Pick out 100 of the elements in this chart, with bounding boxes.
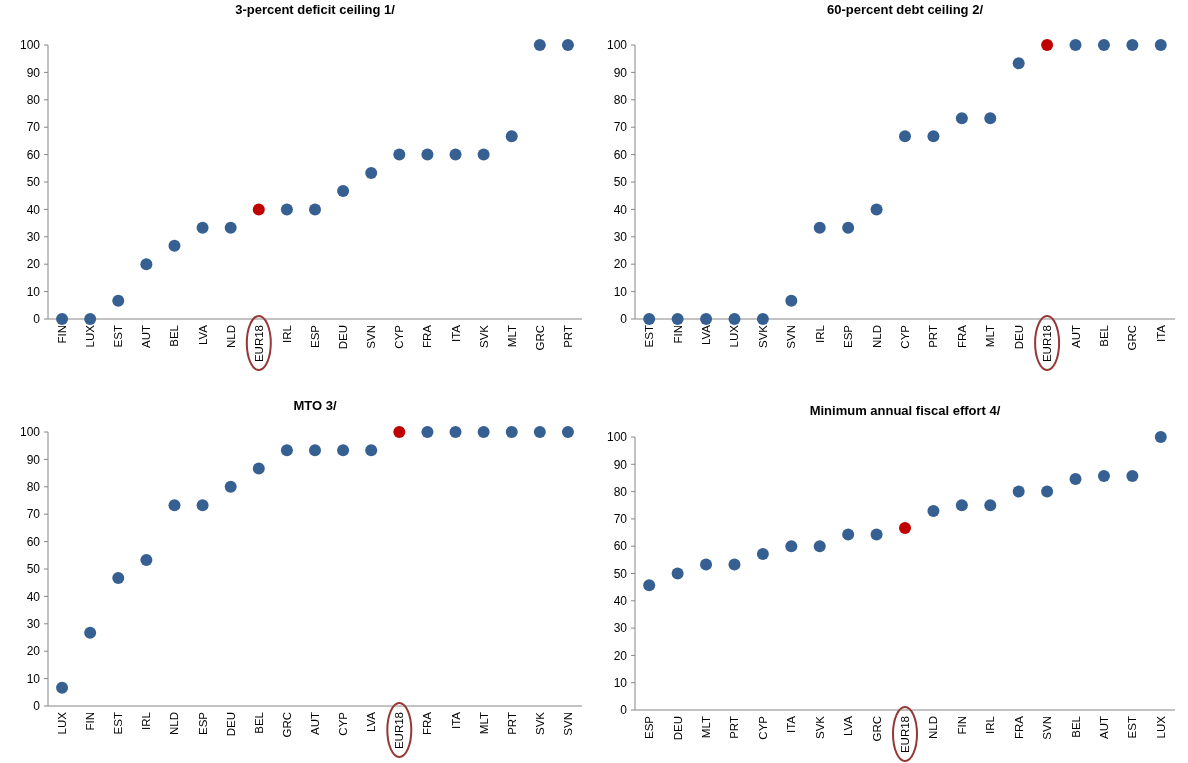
point: [756, 548, 769, 561]
x-tick-label: FIN: [955, 716, 968, 735]
y-tick-label: 20: [26, 257, 41, 272]
x-tick-label: SVN: [785, 325, 798, 349]
point: [196, 221, 209, 234]
point: [449, 148, 462, 161]
x-tick-label: FRA: [421, 711, 434, 735]
x-tick-label: NLD: [224, 325, 237, 349]
x-tick-label: AUT: [1097, 716, 1110, 739]
x-tick-label: GRC: [1126, 325, 1139, 351]
y-tick-label: 70: [613, 120, 628, 135]
y-tick-label: 60: [26, 534, 41, 549]
y-tick-label: 80: [26, 480, 41, 494]
point: [671, 313, 684, 325]
y-tick-label: 90: [26, 65, 41, 80]
x-tick-label: SVK: [477, 324, 490, 349]
x-tick-label: CYP: [393, 324, 406, 349]
y-tick-label: 70: [26, 120, 41, 135]
point: [533, 426, 546, 438]
y-tick-label: 0: [33, 699, 41, 714]
x-tick-label: ESP: [196, 711, 209, 736]
x-tick-label: EUR18: [252, 325, 265, 363]
x-tick-label: SVN: [1041, 716, 1054, 740]
x-tick-label: IRL: [280, 324, 293, 343]
point: [728, 558, 741, 571]
x-tick-label: PRT: [505, 712, 518, 735]
point: [1069, 39, 1082, 51]
y-tick-label: 90: [613, 457, 628, 472]
x-tick-label: IRL: [140, 711, 153, 730]
x-tick-label: EST: [1126, 716, 1139, 739]
point: [955, 499, 968, 512]
point: [643, 579, 656, 592]
point: [365, 166, 378, 179]
point: [505, 426, 518, 438]
point: [112, 294, 125, 307]
x-tick-label: SVK: [813, 715, 826, 740]
point: [927, 504, 940, 517]
x-tick-label: MLT: [700, 716, 713, 739]
point: [56, 681, 69, 694]
point: [842, 221, 855, 234]
point: [1069, 473, 1082, 486]
y-tick-label: 30: [26, 617, 41, 631]
y-tick-label: 100: [606, 38, 628, 53]
x-tick-label: MLT: [477, 712, 490, 735]
point: [1041, 39, 1054, 51]
point: [196, 499, 209, 512]
x-tick-label: AUT: [309, 712, 321, 735]
point: [337, 444, 350, 457]
point: [140, 258, 153, 271]
point: [84, 626, 97, 639]
x-tick-label: BEL: [1097, 324, 1110, 347]
point: [421, 148, 434, 161]
point: [1126, 470, 1139, 483]
x-tick-label: IRL: [813, 324, 826, 343]
x-tick-label: LUX: [84, 324, 97, 348]
y-tick-label: 90: [613, 65, 628, 80]
y-tick-label: 80: [613, 484, 628, 499]
y-tick-label: 10: [26, 671, 41, 686]
point: [224, 480, 237, 493]
x-tick-label: PRT: [927, 325, 940, 348]
x-tick-label: CYP: [899, 324, 911, 349]
y-tick-label: 30: [26, 230, 41, 244]
y-tick-label: 70: [613, 512, 628, 527]
point: [365, 444, 378, 457]
x-tick-label: AUT: [1069, 325, 1082, 348]
point: [1012, 57, 1025, 70]
y-tick-label: 70: [26, 507, 41, 522]
x-tick-label: NLD: [168, 712, 181, 736]
x-tick-label: LVA: [196, 324, 209, 346]
x-tick-label: DEU: [337, 325, 350, 350]
point: [899, 130, 911, 143]
y-tick-label: 10: [613, 284, 628, 299]
y-tick-label: 50: [26, 175, 41, 190]
y-tick-label: 20: [26, 644, 41, 659]
y-tick-label: 10: [613, 675, 628, 690]
point: [785, 294, 798, 307]
y-tick-label: 40: [26, 202, 41, 217]
point: [168, 239, 181, 252]
x-tick-label: EUR18: [393, 712, 406, 750]
y-tick-label: 0: [620, 703, 628, 718]
x-tick-label: DEU: [671, 716, 684, 741]
point: [84, 313, 97, 325]
point: [56, 313, 69, 325]
chart-title: Minimum annual fiscal effort 4/: [809, 403, 1001, 418]
point: [337, 185, 350, 198]
point: [643, 313, 656, 325]
point: [280, 444, 293, 457]
x-tick-label: BEL: [168, 324, 181, 347]
y-tick-label: 30: [613, 230, 628, 244]
point: [421, 426, 434, 438]
x-tick-label: BEL: [252, 711, 265, 734]
point: [252, 462, 265, 475]
point: [984, 112, 997, 125]
point: [112, 572, 125, 585]
point: [140, 553, 153, 566]
point: [1012, 485, 1025, 498]
point: [1097, 39, 1110, 51]
x-tick-label: BEL: [1069, 715, 1082, 738]
x-tick-label: ESP: [309, 324, 321, 349]
x-tick-label: FIN: [84, 712, 97, 731]
